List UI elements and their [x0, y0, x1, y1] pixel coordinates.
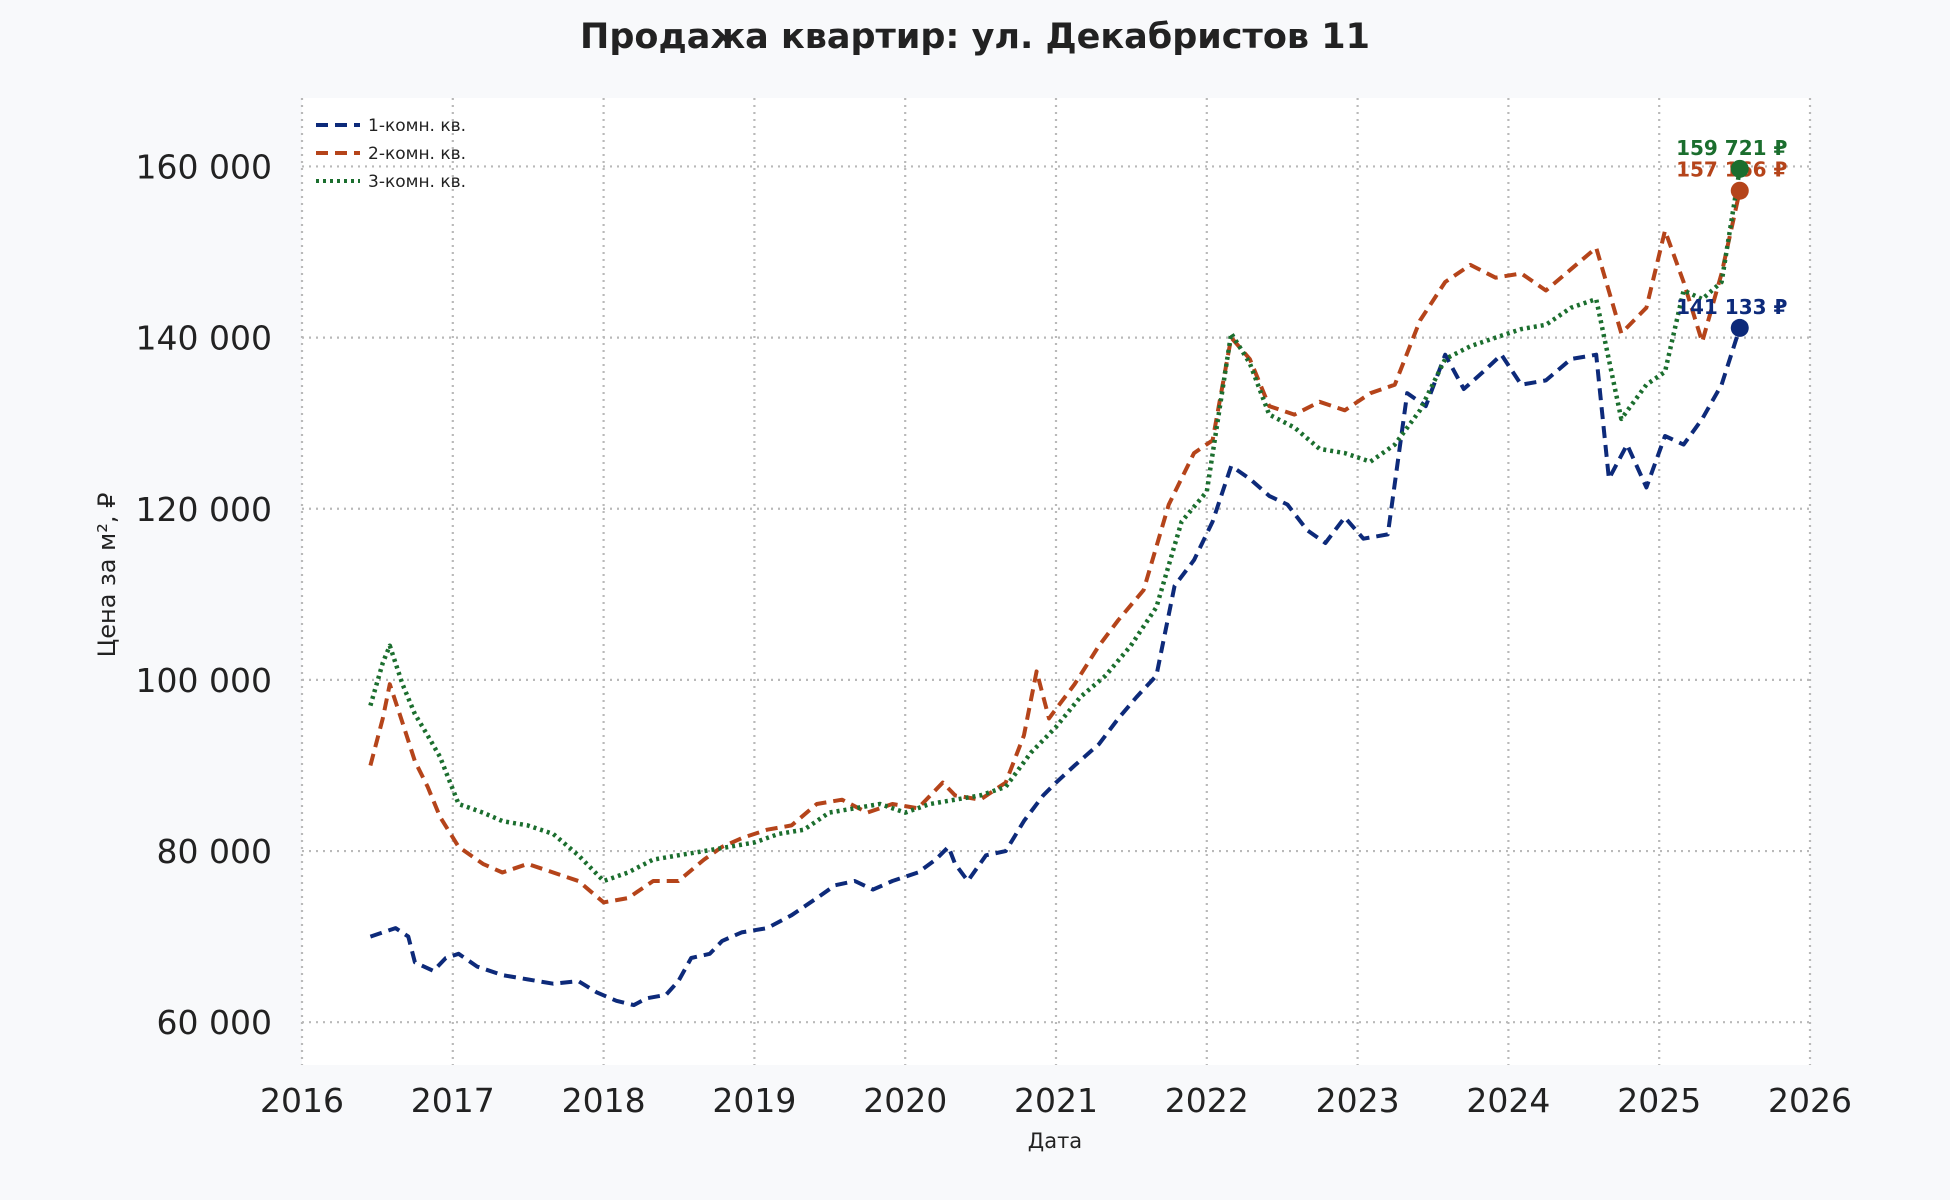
- x-tick-label: 2016: [260, 1081, 344, 1120]
- y-tick-label: 120 000: [136, 490, 272, 529]
- legend-label: 2-комн. кв.: [368, 144, 466, 164]
- x-tick-label: 2024: [1466, 1081, 1550, 1120]
- x-tick-label: 2026: [1768, 1081, 1852, 1120]
- chart-title: Продажа квартир: ул. Декабристов 11: [580, 17, 1370, 57]
- series-line: [368, 190, 1742, 905]
- x-tick-label: 2018: [562, 1081, 646, 1120]
- series-line: [368, 168, 1743, 884]
- x-tick-label: 2020: [863, 1081, 947, 1120]
- x-tick-label: 2025: [1617, 1081, 1701, 1120]
- end-marker: [1730, 181, 1749, 200]
- x-tick-label: 2022: [1165, 1081, 1249, 1120]
- legend-label: 1-комн. кв.: [368, 116, 466, 136]
- x-tick-label: 2023: [1316, 1081, 1400, 1120]
- end-marker: [1730, 159, 1749, 178]
- end-marker: [1730, 318, 1749, 337]
- end-value-label: 141 133 ₽: [1676, 295, 1787, 319]
- legend-label: 3-комн. кв.: [368, 172, 466, 192]
- series-line: [369, 327, 1742, 1008]
- y-tick-label: 80 000: [157, 832, 272, 871]
- x-tick-label: 2017: [411, 1081, 495, 1120]
- x-tick-label: 2019: [712, 1081, 796, 1120]
- x-tick-label: 2021: [1014, 1081, 1098, 1120]
- y-tick-label: 160 000: [136, 147, 272, 186]
- legend: 1-комн. кв. 2-комн. кв. 3-комн. кв.: [316, 116, 466, 192]
- y-tick-label: 140 000: [136, 319, 272, 358]
- y-tick-label: 100 000: [136, 661, 272, 700]
- x-axis-label: Дата: [1028, 1129, 1082, 1153]
- y-axis-label: Цена за м², ₽: [93, 493, 121, 658]
- grid: [300, 98, 1812, 1065]
- end-value-label: 159 721 ₽: [1676, 136, 1787, 160]
- y-tick-label: 60 000: [157, 1003, 272, 1042]
